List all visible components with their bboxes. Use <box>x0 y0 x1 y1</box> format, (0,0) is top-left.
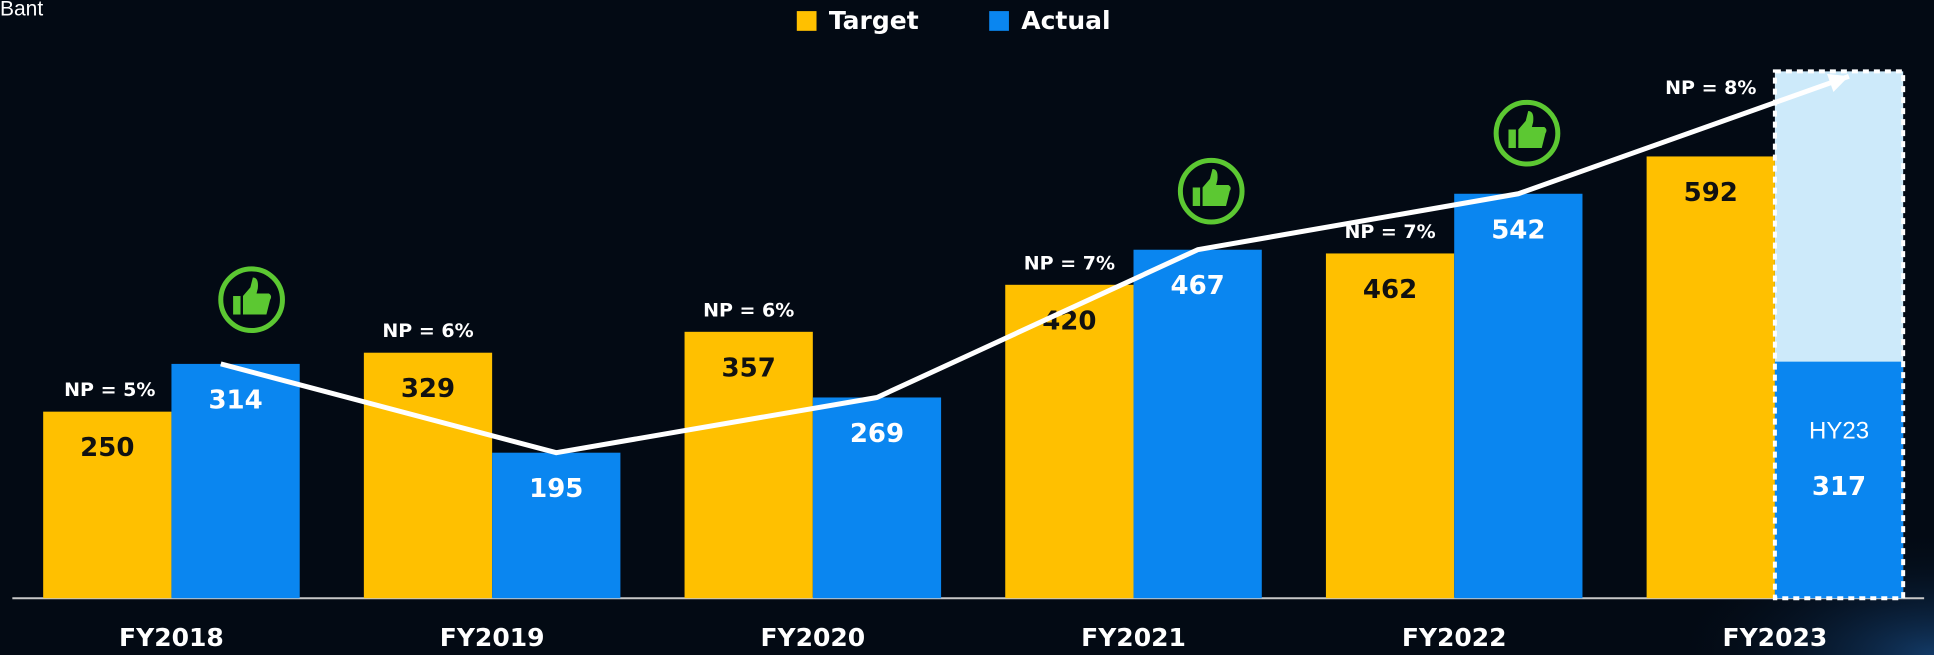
value-label: 542 <box>1491 215 1545 245</box>
bar <box>363 352 493 599</box>
legend-label: Actual <box>1021 6 1110 35</box>
np-label: NP = 7% <box>1024 252 1115 274</box>
x-tick-label: FY2021 <box>1081 623 1186 652</box>
thumb-hand <box>1202 168 1231 206</box>
bar <box>812 397 942 599</box>
thumb-cuff <box>1192 187 1201 206</box>
bar <box>492 452 621 599</box>
value-label: 467 <box>1171 271 1225 301</box>
bar <box>171 363 300 599</box>
legend-swatch <box>796 11 817 31</box>
thumb-cuff <box>1508 129 1516 149</box>
bar <box>1454 193 1583 599</box>
thumbs-icons <box>218 99 1561 334</box>
value-label: 317 <box>1812 472 1866 502</box>
x-tick-label: FY2020 <box>760 623 865 652</box>
thumb-hand <box>242 277 272 315</box>
np-label: NP = 6% <box>703 299 794 321</box>
value-label: 462 <box>1363 275 1417 305</box>
value-label: 357 <box>722 353 776 383</box>
np-label: NP = 6% <box>382 320 473 342</box>
value-label: 250 <box>80 433 134 463</box>
np-label: NP = 8% <box>1665 77 1756 99</box>
projection-outline <box>1772 69 1906 601</box>
bar <box>1325 253 1455 599</box>
bar <box>43 411 172 599</box>
legend-swatch <box>989 11 1009 31</box>
x-tick-label: FY2018 <box>119 623 224 652</box>
np-label: NP = 5% <box>64 379 155 401</box>
thumb-cuff <box>233 296 241 315</box>
x-tick-label: FY2022 <box>1402 623 1507 652</box>
thumb-hand <box>1518 111 1547 149</box>
bar <box>1774 361 1904 599</box>
x-tick-label: FY2023 <box>1723 623 1828 652</box>
value-label: 195 <box>529 474 583 504</box>
corner-text: Bant <box>0 0 43 21</box>
x-tick-label: FY2019 <box>440 623 545 652</box>
trend-arrowhead <box>1827 73 1849 92</box>
bar <box>1133 249 1262 599</box>
trend-line <box>220 73 1850 456</box>
bar <box>1005 284 1134 599</box>
half-year-label: HY23 <box>1809 417 1869 444</box>
legend-label: Target <box>829 6 919 35</box>
value-label: 329 <box>401 374 455 404</box>
np-label: NP = 7% <box>1344 221 1435 243</box>
bar <box>1646 156 1775 599</box>
value-label: 592 <box>1684 178 1738 208</box>
value-label: 314 <box>208 385 262 415</box>
value-label: 269 <box>850 419 904 449</box>
bar <box>684 331 813 599</box>
